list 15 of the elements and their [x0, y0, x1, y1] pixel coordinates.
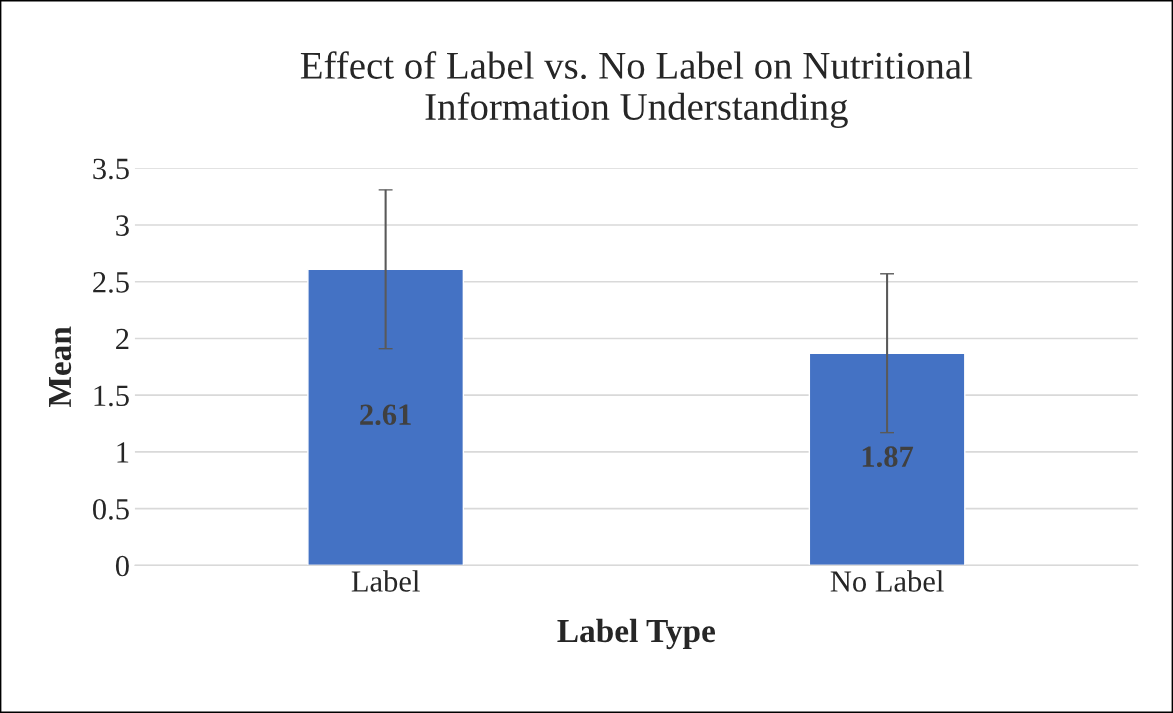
y-tick-label: 1.5 [94, 385, 129, 407]
chart-title: Effect of Label vs. No Label on Nutritional Information Understanding [300, 51, 973, 129]
x-tick-label: Label [351, 570, 420, 592]
y-tick-label: 0 [115, 555, 129, 577]
y-tick-label: 3.5 [93, 158, 129, 180]
x-axis-title: Label Type [557, 618, 715, 650]
y-tick-label: 1 [117, 442, 129, 463]
y-axis-title: Mean [49, 326, 72, 407]
y-tick-label: 2 [116, 328, 129, 350]
y-tick-label: 2.5 [93, 272, 129, 293]
y-tick-label: 3 [116, 215, 129, 236]
data-label: 1.87 [862, 446, 914, 468]
x-tick-label: No Label [830, 570, 944, 592]
y-tick-label: 0.5 [93, 498, 129, 520]
data-label: 2.61 [360, 404, 411, 426]
